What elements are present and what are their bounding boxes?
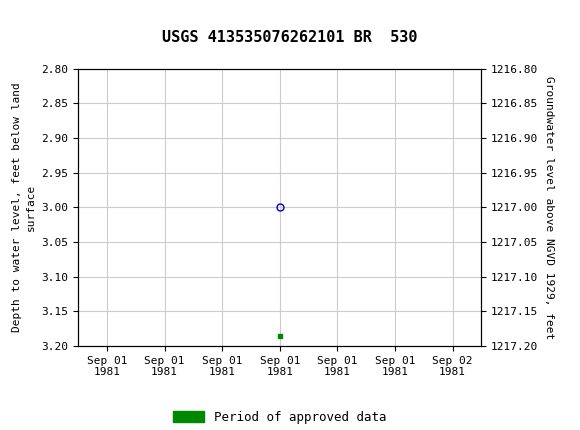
Y-axis label: Groundwater level above NGVD 1929, feet: Groundwater level above NGVD 1929, feet [544, 76, 554, 339]
Text: USGS 413535076262101 BR  530: USGS 413535076262101 BR 530 [162, 30, 418, 45]
Y-axis label: Depth to water level, feet below land
surface: Depth to water level, feet below land su… [12, 83, 36, 332]
Bar [2, 4, 54, 38]
Text: USGS: USGS [60, 12, 124, 32]
Legend: Period of approved data: Period of approved data [168, 405, 392, 429]
